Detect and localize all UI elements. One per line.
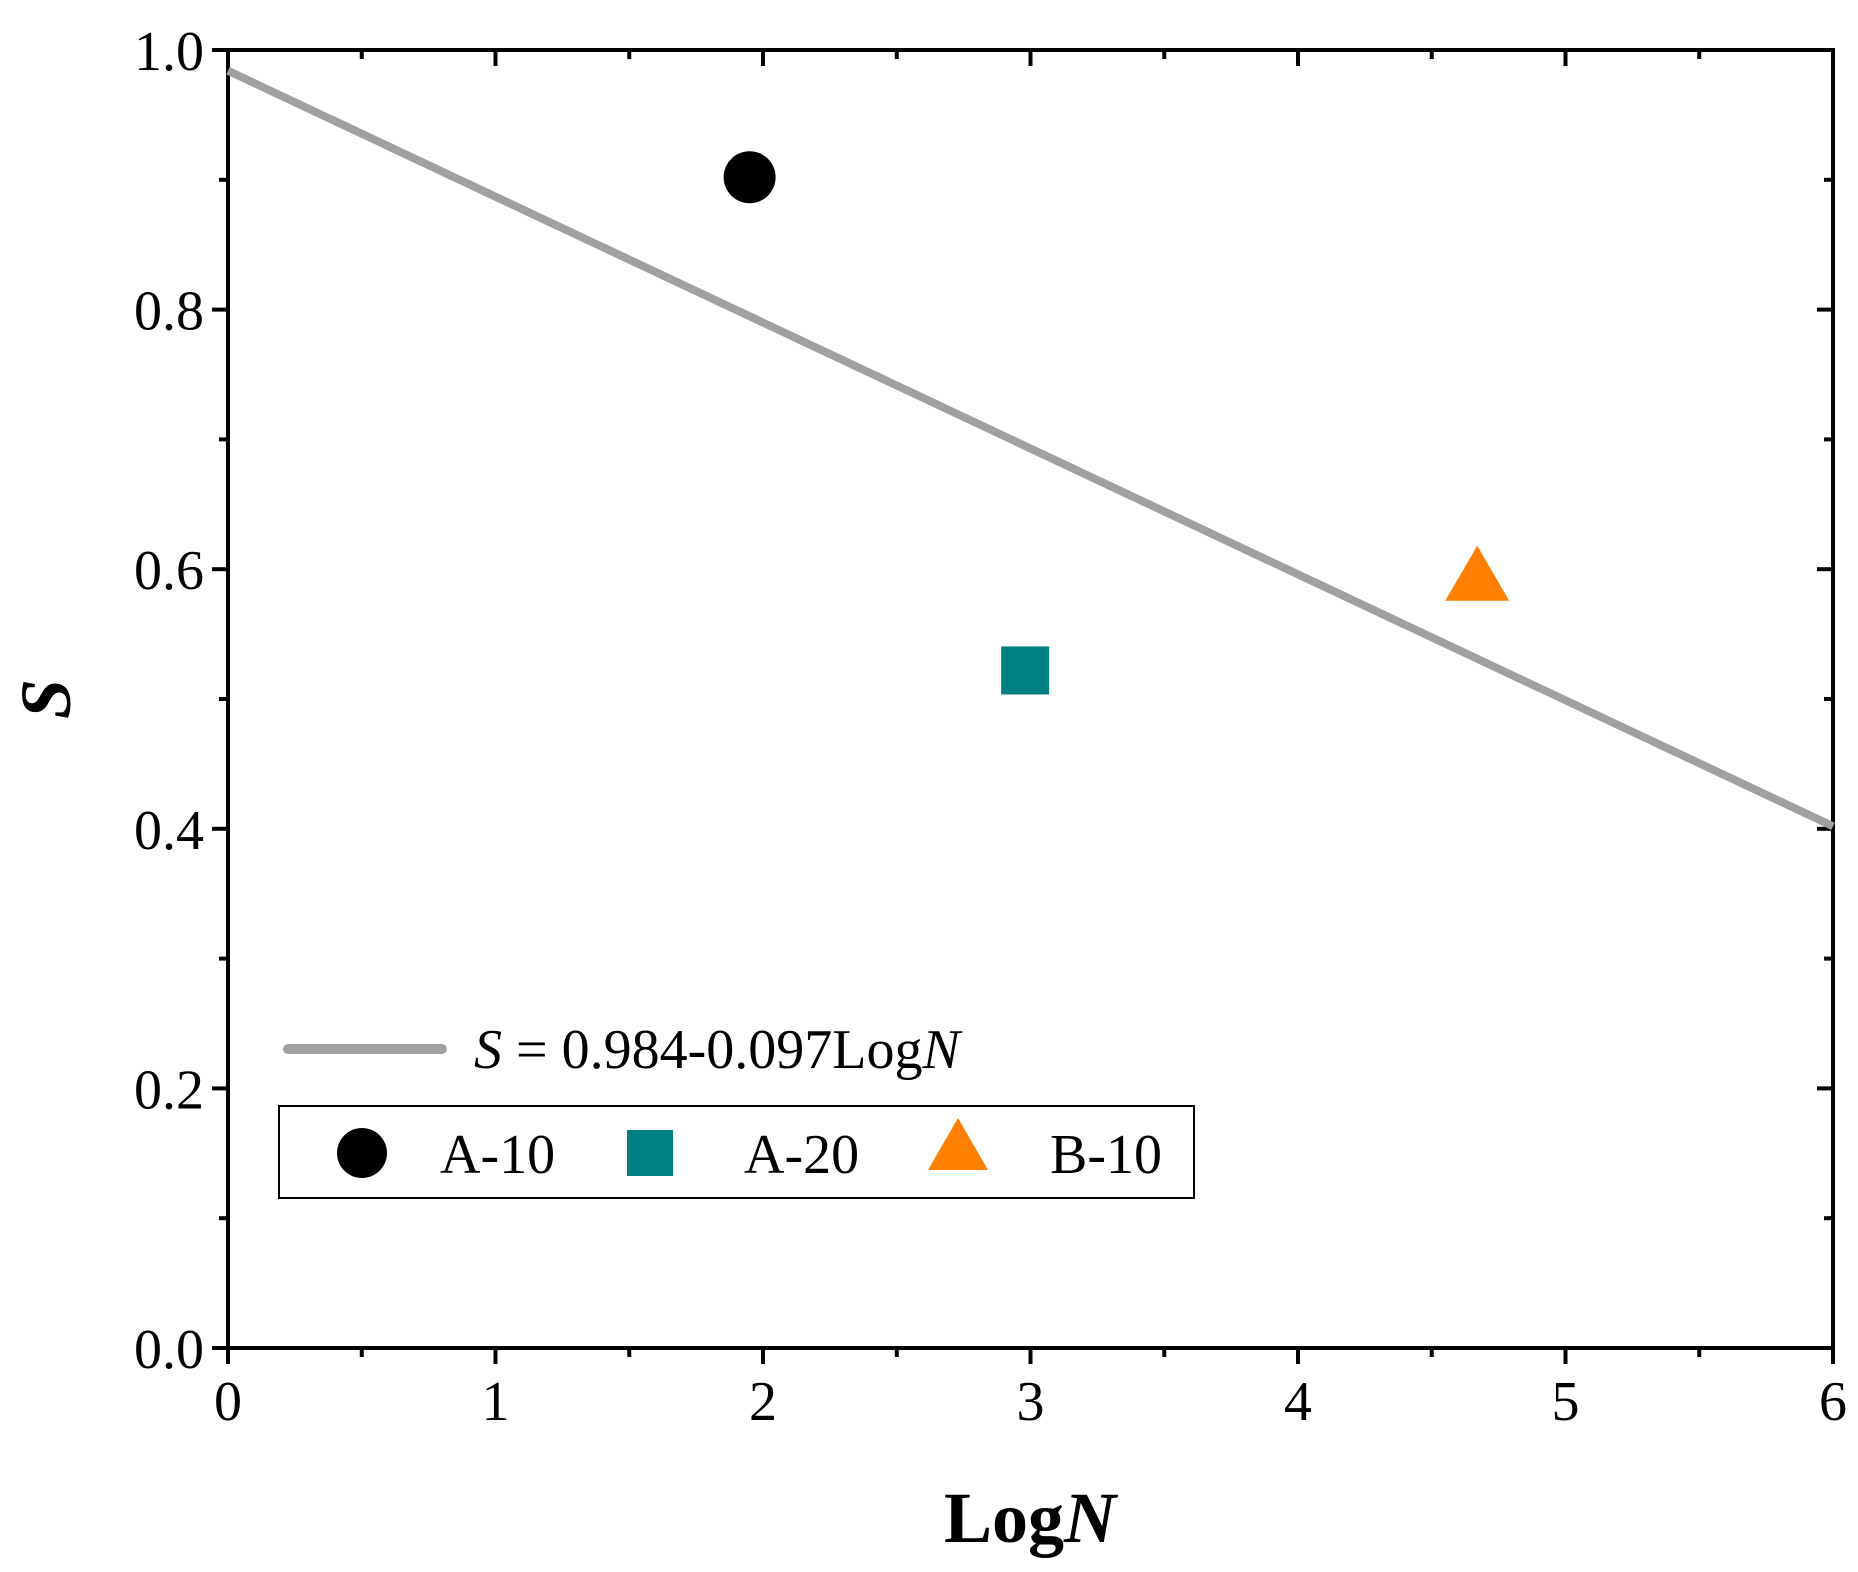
y-axis-title: S (6, 679, 86, 719)
y-tick-label: 0.6 (134, 540, 204, 602)
legend-label-a10: A-10 (440, 1124, 555, 1186)
x-axis-title: LogN (944, 1478, 1119, 1558)
legend-marker-b10 (928, 1118, 988, 1170)
x-tick-label: 4 (1284, 1371, 1312, 1433)
legend: A-10 A-20 B-10 (278, 1105, 1195, 1199)
legend-box (278, 1105, 1195, 1199)
x-tick-label: 6 (1819, 1371, 1847, 1433)
x-tick-label: 3 (1017, 1371, 1045, 1433)
x-tick-label: 2 (749, 1371, 777, 1433)
legend-label-b10: B-10 (1050, 1124, 1162, 1186)
fit-legend-label: S = 0.984-0.097LogN (474, 1019, 962, 1081)
y-tick-label: 0.2 (134, 1059, 204, 1121)
marker-a-10 (723, 151, 776, 204)
y-tick-label: 0.8 (134, 281, 204, 343)
fit-line-group (226, 67, 1835, 830)
x-tick-label: 0 (214, 1371, 242, 1433)
legend-marker-a20 (627, 1130, 673, 1176)
y-tick-label: 0.4 (134, 800, 204, 862)
marker-b-10 (1445, 545, 1510, 601)
axis-ticks (212, 48, 1835, 1364)
marker-a-20 (1001, 646, 1050, 695)
y-tick-label: 0.0 (134, 1319, 204, 1381)
y-tick-labels: 0.0 0.2 0.4 0.6 0.8 1.0 (134, 21, 204, 1381)
fit-legend: S = 0.984-0.097LogN (283, 1019, 962, 1081)
fit-line (226, 67, 1835, 830)
data-markers (723, 151, 1510, 695)
x-tick-label: 5 (1552, 1371, 1580, 1433)
legend-marker-a10 (337, 1128, 387, 1178)
x-tick-labels: 0 1 2 3 4 5 6 (214, 1371, 1847, 1433)
y-tick-label: 1.0 (134, 21, 204, 83)
legend-label-a20: A-20 (744, 1124, 859, 1186)
x-tick-label: 1 (482, 1371, 510, 1433)
